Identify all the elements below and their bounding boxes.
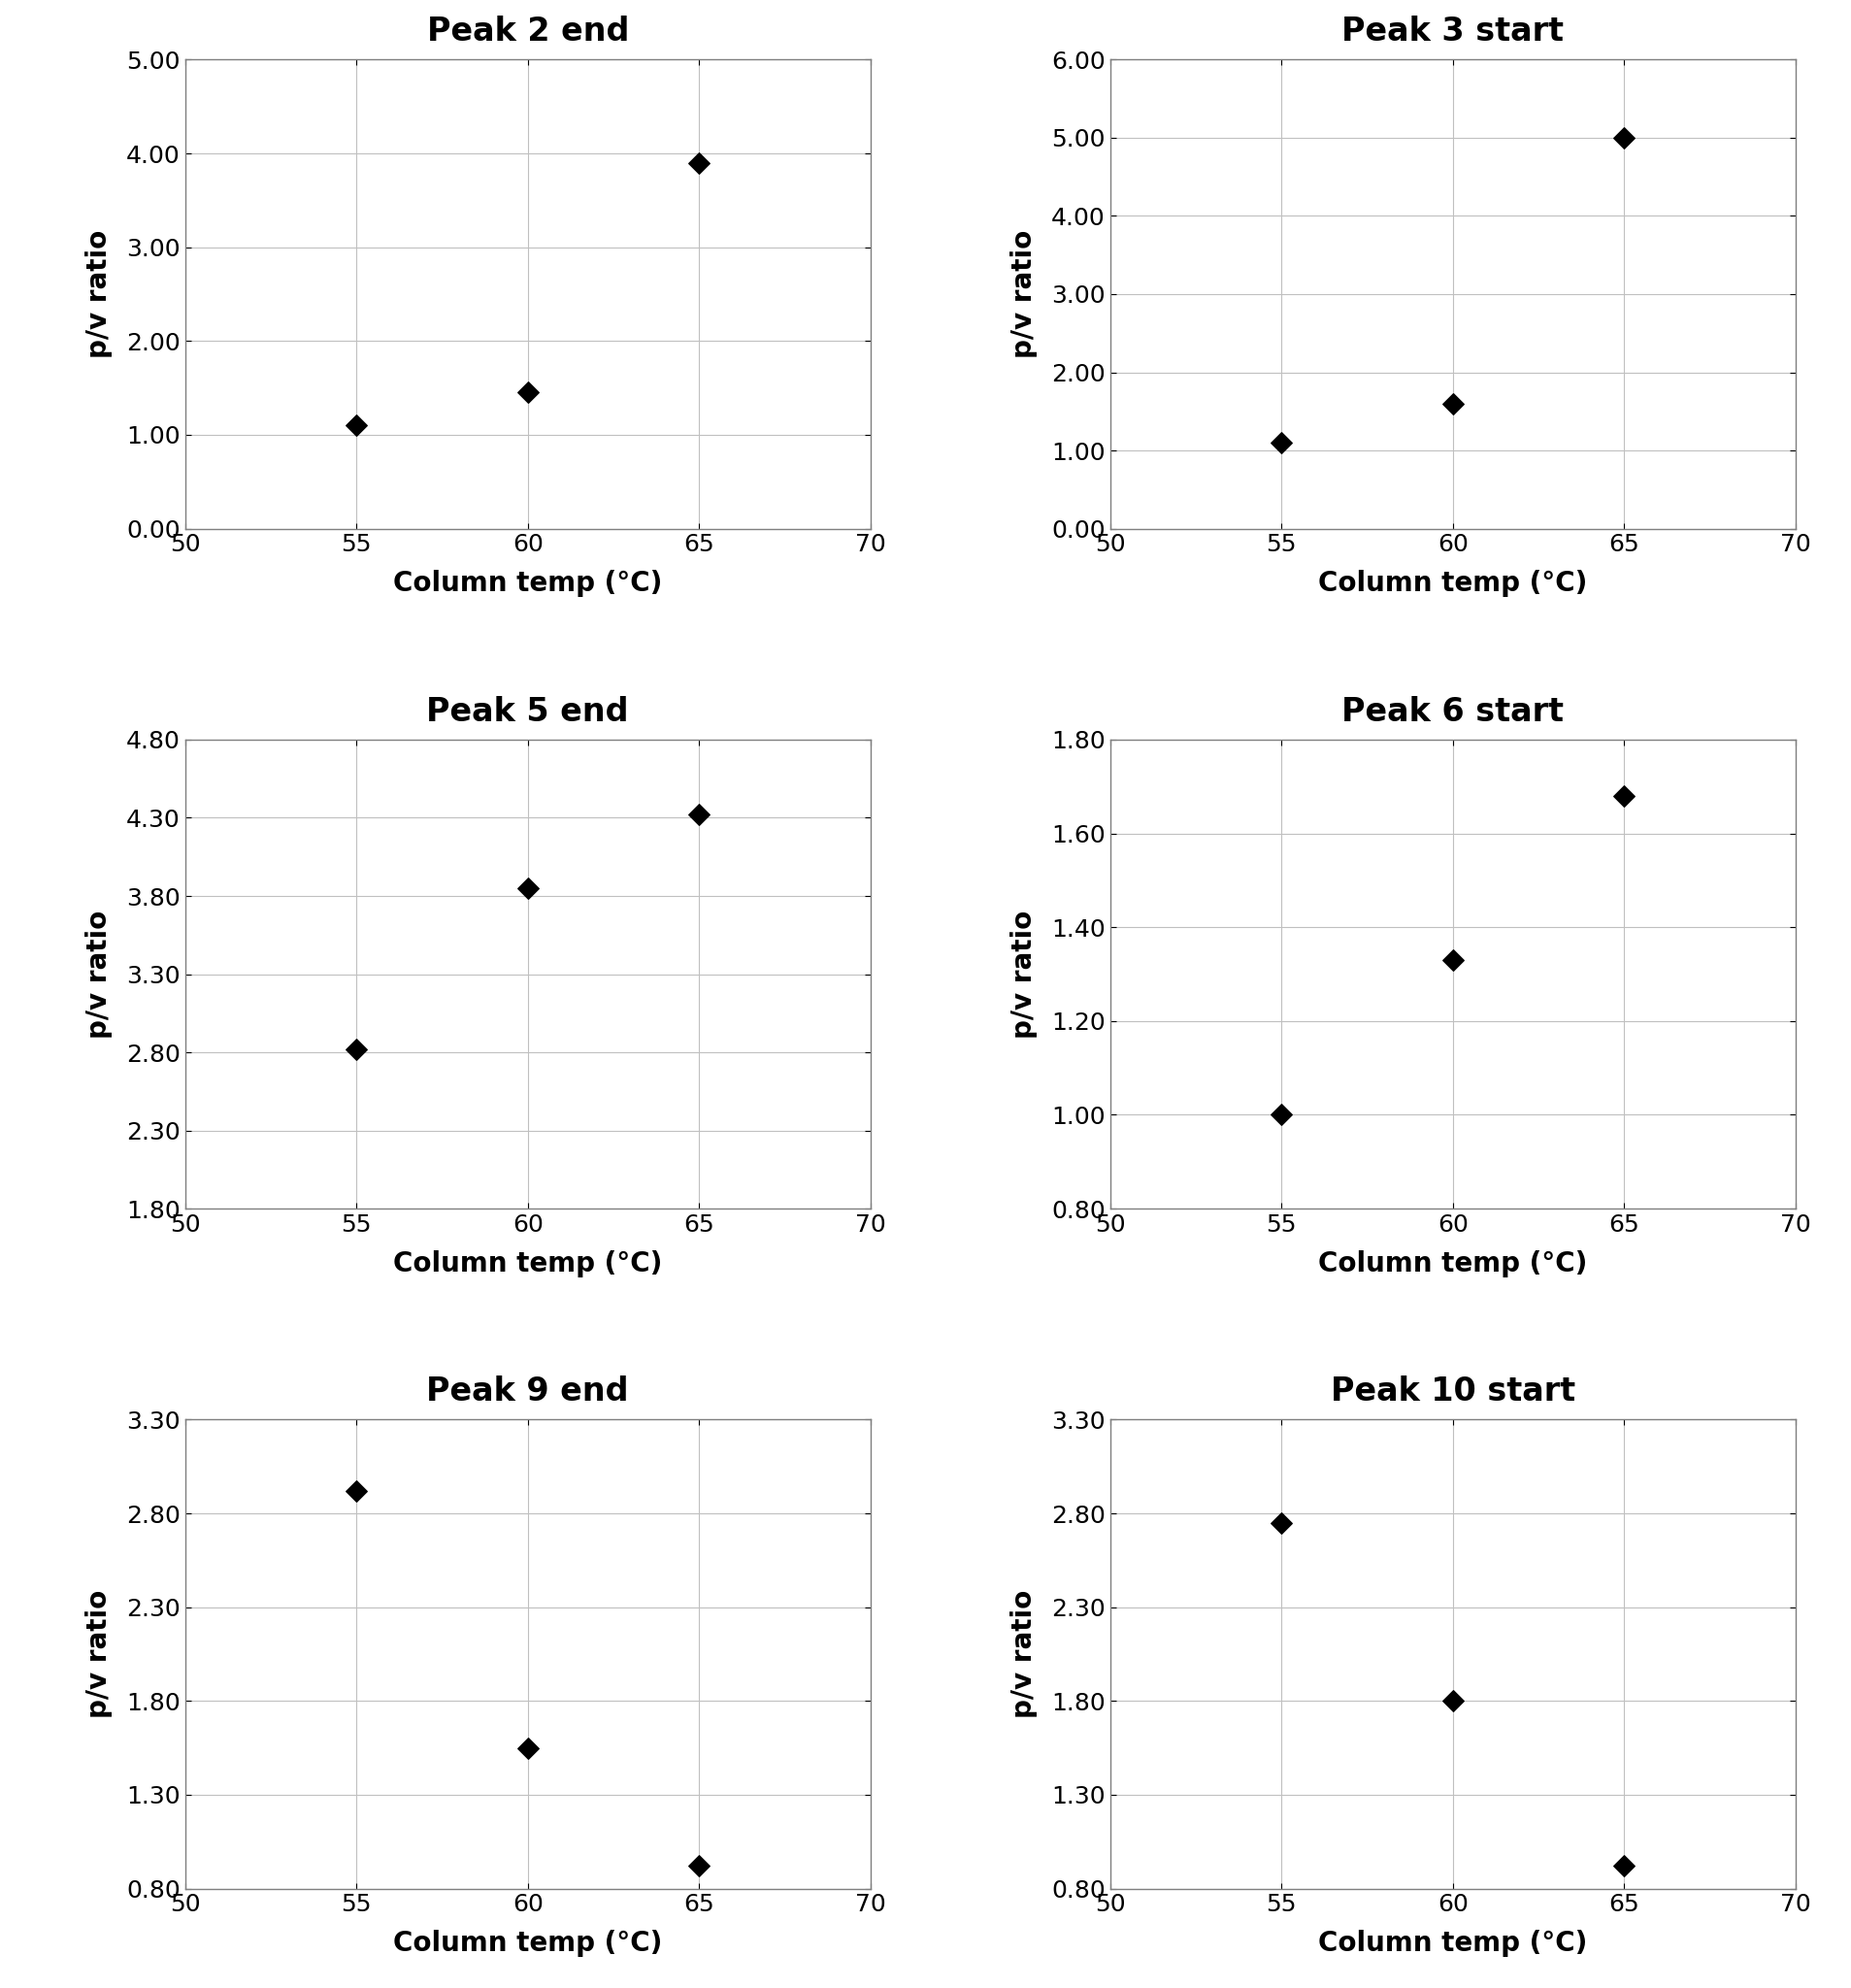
X-axis label: Column temp (°C): Column temp (°C) [1318,571,1588,596]
X-axis label: Column temp (°C): Column temp (°C) [1318,1930,1588,1958]
Title: Peak 5 end: Peak 5 end [426,696,629,728]
Point [513,376,542,408]
Y-axis label: p/v ratio: p/v ratio [1011,1590,1038,1718]
Title: Peak 9 end: Peak 9 end [426,1376,629,1408]
Point [342,410,372,441]
Point [1438,944,1468,976]
Y-axis label: p/v ratio: p/v ratio [85,231,113,358]
Y-axis label: p/v ratio: p/v ratio [1011,231,1038,358]
Point [1438,1686,1468,1718]
Title: Peak 6 start: Peak 6 start [1342,696,1564,728]
X-axis label: Column temp (°C): Column temp (°C) [392,1930,663,1958]
Y-axis label: p/v ratio: p/v ratio [1011,911,1038,1038]
Point [1438,388,1468,419]
Point [685,1851,714,1883]
Point [685,799,714,831]
Point [1266,1099,1296,1131]
X-axis label: Column temp (°C): Column temp (°C) [392,571,663,596]
Point [513,1732,542,1763]
Point [342,1034,372,1066]
Point [1609,121,1638,153]
Title: Peak 3 start: Peak 3 start [1342,16,1564,48]
Title: Peak 2 end: Peak 2 end [426,16,629,48]
Point [1609,779,1638,811]
Point [1266,427,1296,459]
Point [342,1475,372,1507]
Point [513,873,542,905]
Point [1609,1851,1638,1883]
Y-axis label: p/v ratio: p/v ratio [85,911,113,1038]
Point [1266,1507,1296,1539]
X-axis label: Column temp (°C): Column temp (°C) [1318,1250,1588,1276]
X-axis label: Column temp (°C): Column temp (°C) [392,1250,663,1276]
Title: Peak 10 start: Peak 10 start [1331,1376,1575,1408]
Y-axis label: p/v ratio: p/v ratio [85,1590,113,1718]
Point [685,147,714,179]
